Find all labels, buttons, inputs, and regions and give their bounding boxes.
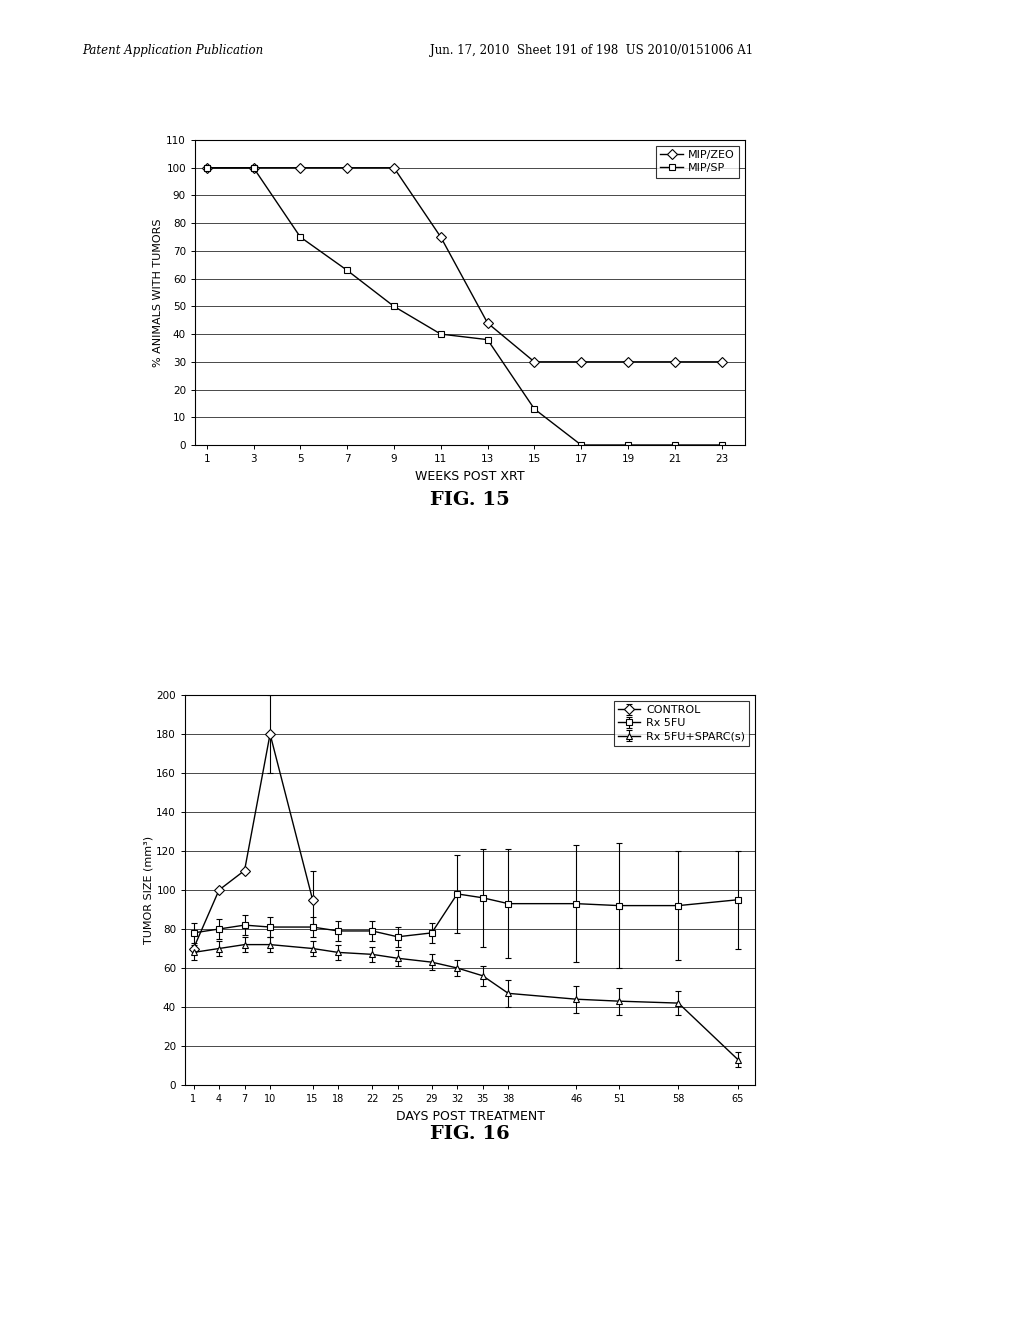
MIP/SP <box>434 326 446 342</box>
MIP/SP <box>341 263 353 279</box>
Legend: CONTROL, Rx 5FU, Rx 5FU+SPARC(s): CONTROL, Rx 5FU, Rx 5FU+SPARC(s) <box>613 701 750 746</box>
MIP/SP <box>669 437 681 453</box>
MIP/SP <box>201 160 213 176</box>
Text: FIG. 16: FIG. 16 <box>430 1125 510 1143</box>
Line: MIP/SP: MIP/SP <box>203 164 725 449</box>
Legend: MIP/ZEO, MIP/SP: MIP/ZEO, MIP/SP <box>656 145 739 178</box>
MIP/SP <box>481 331 494 347</box>
MIP/SP <box>622 437 634 453</box>
MIP/SP <box>528 401 541 417</box>
MIP/ZEO <box>481 315 494 331</box>
Text: FIG. 15: FIG. 15 <box>430 491 510 510</box>
X-axis label: DAYS POST TREATMENT: DAYS POST TREATMENT <box>395 1110 545 1122</box>
X-axis label: WEEKS POST XRT: WEEKS POST XRT <box>415 470 525 483</box>
MIP/ZEO <box>248 160 260 176</box>
MIP/SP <box>388 298 400 314</box>
MIP/ZEO <box>294 160 306 176</box>
MIP/ZEO <box>434 230 446 246</box>
Text: Jun. 17, 2010  Sheet 191 of 198  US 2010/0151006 A1: Jun. 17, 2010 Sheet 191 of 198 US 2010/0… <box>430 44 754 57</box>
Y-axis label: TUMOR SIZE (mm³): TUMOR SIZE (mm³) <box>143 836 154 944</box>
MIP/ZEO <box>341 160 353 176</box>
MIP/SP <box>716 437 728 453</box>
MIP/ZEO <box>201 160 213 176</box>
Line: MIP/ZEO: MIP/ZEO <box>203 164 725 366</box>
Text: Patent Application Publication: Patent Application Publication <box>82 44 263 57</box>
MIP/SP <box>294 230 306 246</box>
MIP/ZEO <box>716 354 728 370</box>
Y-axis label: % ANIMALS WITH TUMORS: % ANIMALS WITH TUMORS <box>154 218 164 367</box>
MIP/ZEO <box>622 354 634 370</box>
MIP/SP <box>248 160 260 176</box>
MIP/ZEO <box>669 354 681 370</box>
MIP/ZEO <box>575 354 588 370</box>
MIP/ZEO <box>388 160 400 176</box>
MIP/SP <box>575 437 588 453</box>
MIP/ZEO <box>528 354 541 370</box>
